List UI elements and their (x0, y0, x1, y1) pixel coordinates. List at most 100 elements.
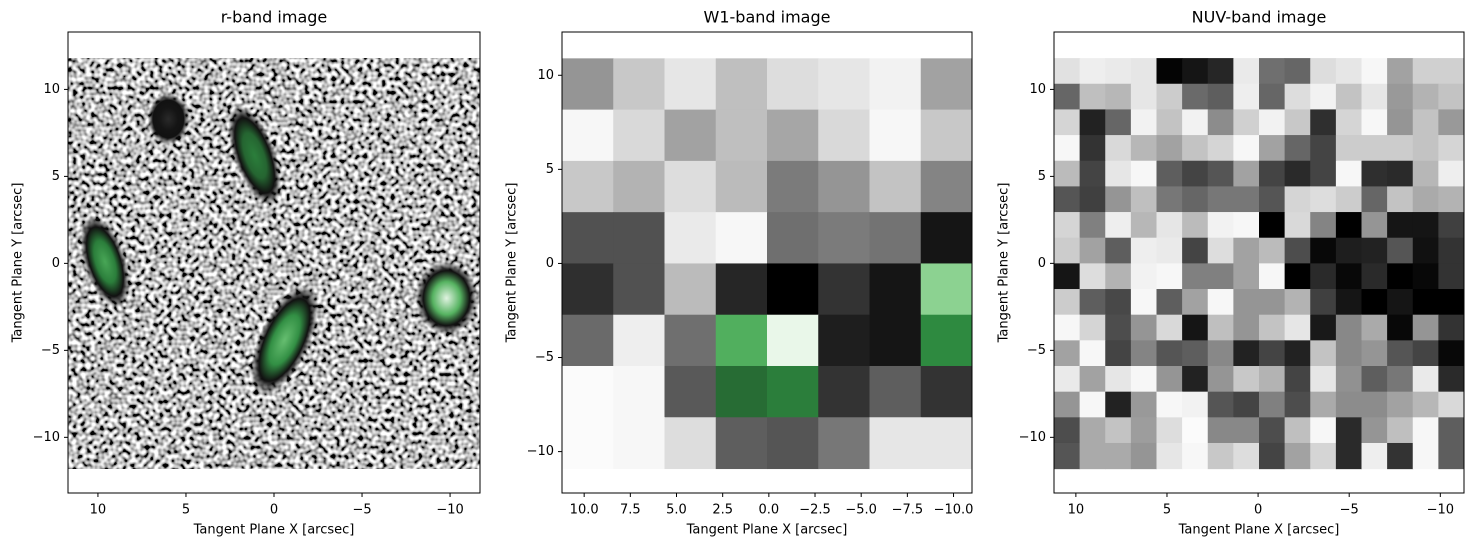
pixel (1412, 58, 1439, 85)
x-tick-label: −5 (1340, 503, 1359, 518)
pixel (1438, 237, 1464, 264)
pixel (613, 58, 665, 111)
pixel (1054, 263, 1081, 290)
pixel (1259, 160, 1286, 187)
pixel (1079, 58, 1106, 85)
pixel (1182, 263, 1209, 290)
pixel (1335, 417, 1362, 444)
pixel (1156, 237, 1183, 264)
pixel (1156, 109, 1183, 136)
pixel (1079, 340, 1106, 367)
pixel (1361, 340, 1388, 367)
pixel (1079, 237, 1106, 264)
pixel (1335, 83, 1362, 110)
pixel (1335, 289, 1362, 316)
pixel (1310, 366, 1337, 393)
pixel (1233, 237, 1260, 264)
pixel (1233, 263, 1260, 290)
pixel (1130, 340, 1157, 367)
pixel (1130, 186, 1157, 213)
pixel (613, 160, 665, 213)
pixel (715, 263, 768, 316)
pixel (1105, 186, 1132, 213)
pixel (1182, 442, 1209, 470)
pixel (1233, 58, 1260, 85)
y-tick-label: 10 (537, 68, 554, 83)
pixel (1387, 417, 1414, 444)
pixel (1105, 417, 1132, 444)
pixel (1182, 391, 1209, 418)
pixel (1284, 289, 1311, 316)
pixel (1387, 135, 1414, 162)
pixel (1130, 212, 1157, 239)
y-tick-label: −10 (527, 444, 554, 459)
pixel (715, 417, 768, 470)
pixel (1335, 58, 1362, 85)
pixel (1105, 442, 1132, 470)
pixel (1387, 314, 1414, 341)
x-tick-label: 2.5 (712, 503, 733, 518)
pixel (1310, 442, 1337, 470)
pixel (1259, 83, 1286, 110)
pixel (1259, 58, 1286, 85)
pixel (562, 365, 614, 418)
pixel (1438, 212, 1464, 239)
pixel (869, 417, 922, 470)
pixel (1079, 391, 1106, 418)
x-tick-label: 7.5 (620, 503, 641, 518)
pixel (1310, 237, 1337, 264)
pixel (1105, 109, 1132, 136)
pixel (1079, 109, 1106, 136)
pixel (1207, 391, 1234, 418)
pixel (1079, 212, 1106, 239)
pixel (869, 263, 922, 316)
pixel (664, 109, 717, 162)
pixel (1387, 391, 1414, 418)
pixel (869, 160, 922, 213)
pixel (1284, 391, 1311, 418)
pixel (1284, 135, 1311, 162)
pixel (1310, 340, 1337, 367)
pixel (1335, 160, 1362, 187)
pixel (1438, 391, 1464, 418)
pixel (1207, 186, 1234, 213)
pixel (1054, 237, 1081, 264)
pixel (1207, 212, 1234, 239)
x-tick-label: −7.5 (892, 503, 924, 518)
chart-title: W1-band image (704, 8, 831, 27)
pixel (715, 160, 768, 213)
pixel (562, 160, 614, 213)
x-tick-label: 0.0 (759, 503, 780, 518)
pixel (1387, 212, 1414, 239)
pixel (920, 212, 972, 264)
pixel (1310, 186, 1337, 213)
pixel (1054, 391, 1081, 418)
y-axis-label: Tangent Plane Y [arcsec] (11, 183, 26, 344)
pixel (1310, 160, 1337, 187)
pixel (1182, 212, 1209, 239)
pixel (1105, 289, 1132, 316)
pixel (1105, 314, 1132, 341)
pixel (1412, 340, 1439, 367)
x-tick-label: 10 (1068, 503, 1085, 518)
pixel (1233, 289, 1260, 316)
pixel (1412, 83, 1439, 110)
y-tick-label: 5 (546, 162, 554, 177)
pixel (562, 58, 614, 111)
pixel (1233, 442, 1260, 470)
pixel (1130, 289, 1157, 316)
pixel (767, 263, 819, 316)
pixel (1207, 160, 1234, 187)
x-axis-label: Tangent Plane X [arcsec] (1178, 523, 1340, 538)
y-tick-label: 0 (1038, 256, 1046, 271)
pixel (1412, 314, 1439, 341)
pixel (1105, 340, 1132, 367)
pixel (1438, 442, 1464, 470)
pixel (1207, 83, 1234, 110)
pixel (1438, 186, 1464, 213)
pixel (1207, 289, 1234, 316)
y-axis-label: Tangent Plane Y [arcsec] (505, 183, 520, 344)
pixel (1156, 263, 1183, 290)
pixel (1412, 442, 1439, 470)
pixel (1105, 83, 1132, 110)
